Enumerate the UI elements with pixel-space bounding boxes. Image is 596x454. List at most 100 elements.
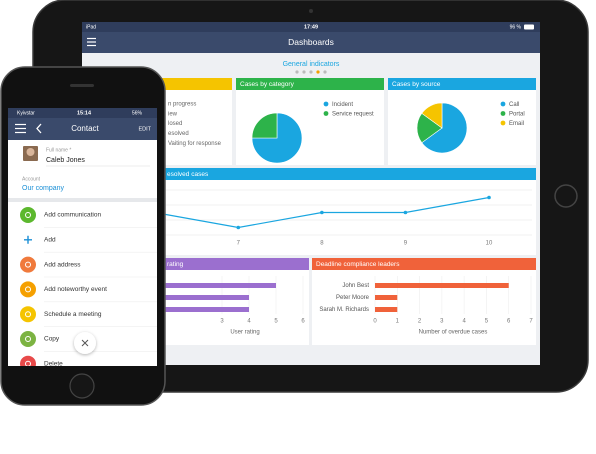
status-item: n progress xyxy=(168,102,196,108)
avatar-face xyxy=(26,148,35,156)
deadline-panel-header xyxy=(312,258,536,270)
section-title: General indicators xyxy=(283,61,340,68)
pie-slice xyxy=(421,102,443,129)
x-axis-label: User rating xyxy=(230,330,259,336)
icon-glyph xyxy=(25,261,31,268)
line-point xyxy=(236,225,241,230)
legend-label: Service request xyxy=(332,112,374,118)
line-point xyxy=(487,195,491,200)
legend-dot xyxy=(500,120,506,126)
legend-dot xyxy=(323,111,329,116)
speaker xyxy=(70,84,94,87)
x-tick-label: 8 xyxy=(320,241,324,247)
phone-header xyxy=(8,118,157,140)
action-label: Delete xyxy=(44,361,63,368)
line-point xyxy=(403,210,408,215)
action-label: Add noteworthy event xyxy=(44,286,107,293)
action-label: Copy xyxy=(44,336,60,343)
status-carrier: Kyivstar xyxy=(17,110,35,116)
y-tick-label: Peter Moore xyxy=(336,295,370,301)
y-tick-label: John Best xyxy=(342,283,369,289)
x-tick-label: 6 xyxy=(301,319,305,325)
action-label: Add address xyxy=(44,261,81,268)
x-tick-label: 1 xyxy=(396,319,400,325)
legend-label: Email xyxy=(509,121,524,127)
bar xyxy=(375,283,509,288)
status-item: esolved xyxy=(168,131,189,137)
x-tick-label: 0 xyxy=(373,319,377,325)
action-label: Add communication xyxy=(44,212,101,219)
plus-icon xyxy=(24,235,32,244)
phone-home xyxy=(69,373,95,399)
legend-label: Portal xyxy=(509,112,525,118)
status-bar xyxy=(82,22,540,32)
home-button xyxy=(554,184,578,208)
screen-bottom xyxy=(82,348,540,365)
legend-label: Call xyxy=(509,102,519,108)
pie-slice xyxy=(251,112,303,164)
back-icon xyxy=(36,123,42,134)
status-item: Vaiting for response xyxy=(168,141,222,147)
x-tick-label: 4 xyxy=(462,319,466,325)
x-tick-label: 3 xyxy=(440,319,444,325)
icon-glyph xyxy=(25,360,31,366)
legend-label: Incident xyxy=(332,102,353,108)
line-point xyxy=(320,210,324,215)
action-icon xyxy=(20,331,36,347)
action-label: Add xyxy=(44,237,56,244)
page-title: Dashboards xyxy=(288,37,334,47)
field-label: Account xyxy=(22,176,41,182)
x-tick-label: 3 xyxy=(220,319,224,325)
status-time: 17:49 xyxy=(304,24,318,30)
x-tick-label: 2 xyxy=(418,319,422,325)
field-value: Caleb Jones xyxy=(46,157,85,164)
phone-status-bar xyxy=(8,108,157,118)
x-tick-label: 7 xyxy=(529,319,533,325)
x-tick-label: 4 xyxy=(247,319,251,325)
pie-slice xyxy=(251,112,278,139)
bar xyxy=(141,295,249,300)
x-tick-label: 5 xyxy=(274,319,278,325)
bar xyxy=(141,307,249,312)
legend-dot xyxy=(500,111,506,116)
field-label: Full name * xyxy=(46,147,71,153)
deadline-panel xyxy=(312,258,536,345)
camera xyxy=(309,9,313,13)
pager-dot xyxy=(316,70,320,74)
pager-dot xyxy=(323,70,327,74)
panel-title: rating xyxy=(167,261,184,268)
icon-glyph xyxy=(25,336,31,342)
category-panel-header xyxy=(236,78,384,90)
y-tick-label: Sarah M. Richards xyxy=(319,307,369,313)
action-label: Schedule a meeting xyxy=(44,311,102,318)
bar xyxy=(141,283,276,288)
x-tick-label: 5 xyxy=(485,319,489,325)
icon-glyph xyxy=(25,212,31,218)
status-item: iew xyxy=(168,111,178,117)
icon-glyph xyxy=(25,311,31,318)
action-icon xyxy=(20,306,36,323)
x-tick-label: 6 xyxy=(507,319,511,325)
pager-dot xyxy=(295,70,299,74)
x-tick-label: 7 xyxy=(237,241,241,247)
pager-dot xyxy=(309,70,313,74)
field-value: Our company xyxy=(22,185,65,192)
status-time: 15:14 xyxy=(77,110,92,116)
title-bar xyxy=(82,32,540,53)
phone: Kyivstar 15:14 56% Contact EDIT Full name * Ca… xyxy=(0,66,166,406)
source-panel-header xyxy=(388,78,536,90)
panel-title: esolved cases xyxy=(167,171,209,178)
icon-glyph xyxy=(25,286,31,293)
panel-title: Cases by category xyxy=(240,81,295,88)
action-icon xyxy=(20,207,36,223)
legend-dot xyxy=(323,101,329,107)
pager-dot xyxy=(302,70,306,74)
panel-title: Cases by source xyxy=(392,81,441,88)
x-tick-label: 9 xyxy=(404,241,408,247)
status-item: losed xyxy=(168,121,182,127)
status-device: iPad xyxy=(86,24,96,30)
resolved-panel-header xyxy=(82,168,536,180)
x-tick-label: 10 xyxy=(486,241,493,247)
page-title: Contact xyxy=(71,124,99,133)
